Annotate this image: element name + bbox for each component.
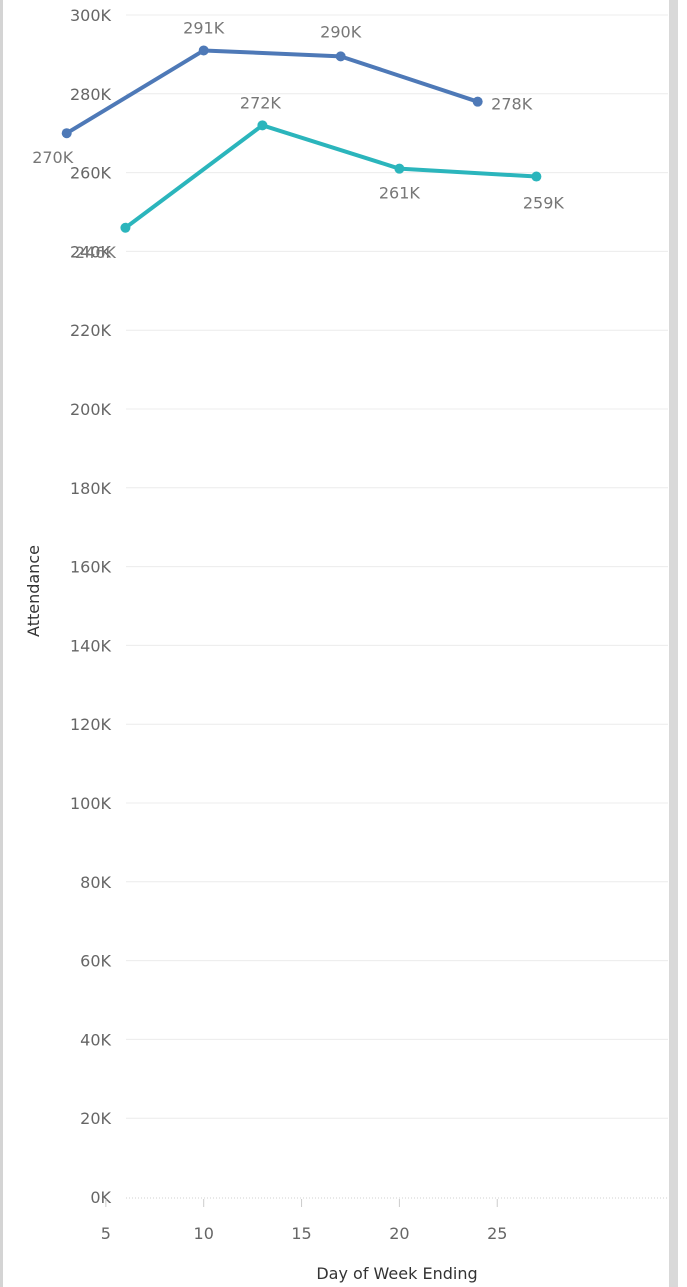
y-tick-label: 180K (70, 479, 112, 498)
y-tick-label: 100K (70, 794, 112, 813)
y-tick-label: 200K (70, 400, 112, 419)
y-tick-label: 140K (70, 636, 112, 655)
x-tick-label: 15 (291, 1224, 311, 1243)
y-tick-label: 120K (70, 715, 112, 734)
series-line (123, 123, 539, 230)
x-tick-label: 25 (487, 1224, 507, 1243)
data-label: 290K (320, 22, 362, 41)
data-point[interactable] (335, 51, 346, 62)
y-tick-label: 220K (70, 321, 112, 340)
y-tick-label: 0K (90, 1188, 111, 1207)
y-tick-label: 20K (80, 1109, 111, 1128)
x-tick-label: 20 (389, 1224, 409, 1243)
data-point[interactable] (120, 222, 131, 233)
data-labels: 270K 291K 290K 278K 246K 272K 261K 259K (32, 18, 564, 261)
line-chart: 0K 20K 40K 60K 80K 100K 120K 140K 160K 180K 200K 22… (24, 6, 668, 1283)
data-point[interactable] (531, 171, 542, 182)
data-label: 272K (240, 93, 282, 112)
data-label: 259K (523, 194, 565, 213)
x-tick-label: 5 (101, 1224, 111, 1243)
x-axis-ticks: 5 10 15 20 25 (101, 1199, 507, 1243)
series-lines (61, 45, 542, 233)
data-label: 278K (491, 95, 533, 114)
data-label: 261K (379, 184, 421, 203)
data-point[interactable] (394, 163, 405, 174)
data-point[interactable] (61, 128, 72, 139)
right-margin (678, 0, 687, 1287)
y-tick-label: 160K (70, 558, 112, 577)
data-point[interactable] (472, 96, 483, 107)
x-tick-label: 10 (194, 1224, 214, 1243)
vertical-scrollbar[interactable] (669, 0, 678, 1287)
y-tick-label: 80K (80, 873, 111, 892)
y-axis-title: Attendance (24, 545, 43, 637)
data-label: 246K (75, 243, 117, 262)
y-tick-label: 60K (80, 952, 111, 971)
y-tick-label: 40K (80, 1030, 111, 1049)
data-label: 270K (32, 148, 74, 167)
data-point[interactable] (257, 120, 268, 131)
y-tick-label: 240K (70, 242, 112, 261)
left-border (0, 0, 3, 1287)
y-axis-ticks: 0K 20K 40K 60K 80K 100K 120K 140K 160K 180K 200K 22… (70, 6, 112, 1207)
y-tick-label: 280K (70, 85, 112, 104)
series-line (64, 48, 480, 136)
data-point[interactable] (198, 45, 209, 56)
y-tick-label: 300K (70, 6, 112, 25)
y-tick-label: 260K (70, 164, 112, 183)
x-axis-title: Day of Week Ending (316, 1264, 477, 1283)
data-label: 291K (183, 18, 225, 37)
